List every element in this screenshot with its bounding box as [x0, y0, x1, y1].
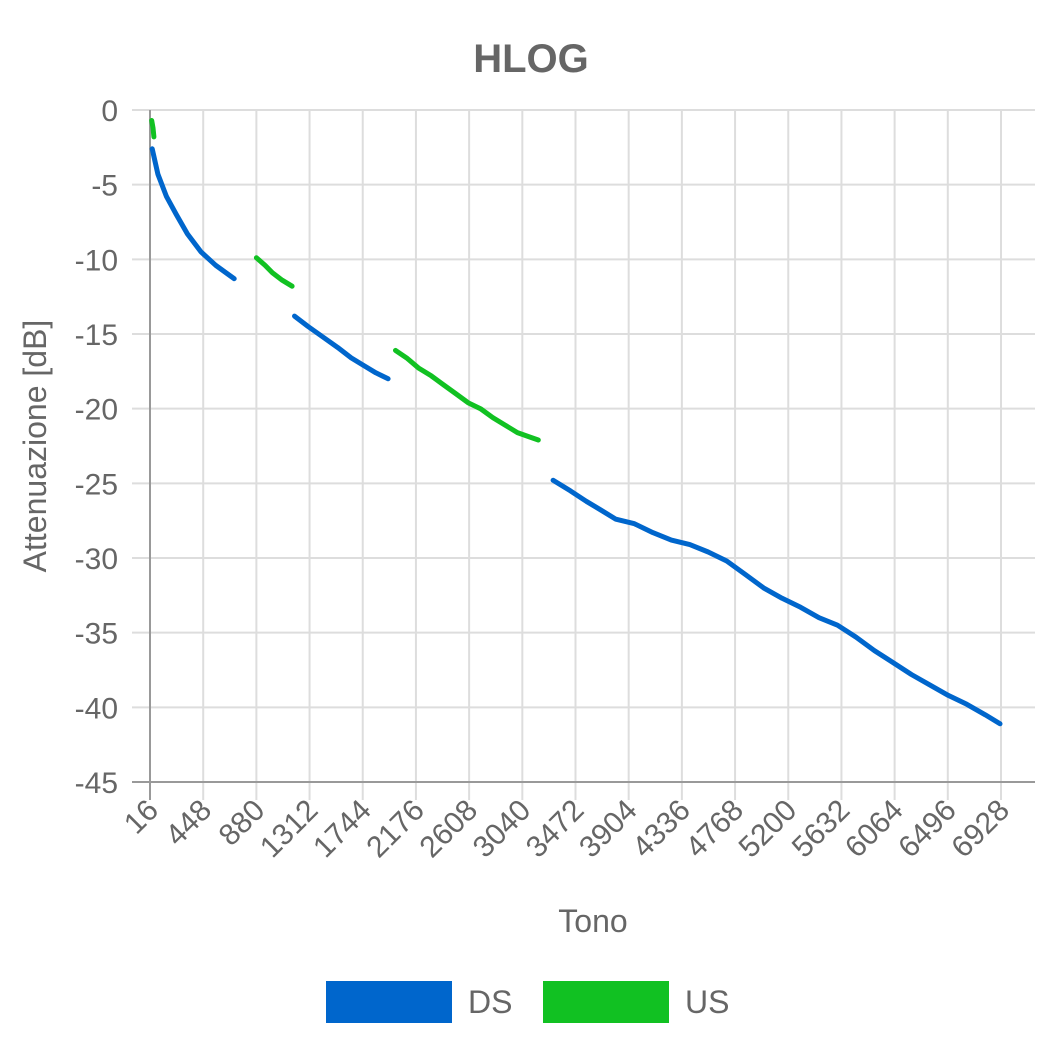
grid-lines — [132, 109, 1035, 800]
chart-title: HLOG — [473, 37, 589, 81]
x-tick-label: 2608 — [414, 794, 485, 865]
legend: DS US — [326, 981, 729, 1023]
series-lines — [149, 118, 1003, 727]
y-tick-label: -40 — [75, 692, 118, 725]
x-tick-label: 6496 — [892, 794, 963, 865]
x-tick-label: 4336 — [626, 794, 697, 865]
series-us — [149, 118, 541, 443]
series-ds-segment — [550, 477, 1003, 727]
series-us-segment — [253, 255, 295, 289]
axes — [132, 110, 1035, 800]
x-tick-label: 448 — [159, 794, 218, 853]
y-tick-label: -45 — [75, 767, 118, 800]
y-tick-label: -30 — [75, 543, 118, 576]
series-us-segment — [149, 118, 157, 140]
x-tick-label: 1744 — [307, 794, 378, 865]
series-ds — [149, 146, 1003, 727]
x-tick-label: 2176 — [360, 794, 431, 865]
x-tick-label: 3040 — [467, 794, 538, 865]
x-tick-label: 3904 — [573, 794, 644, 865]
legend-label-us: US — [685, 984, 729, 1020]
x-tick-label: 16 — [118, 794, 165, 841]
y-tick-label: -25 — [75, 468, 118, 501]
y-axis-title: Attenuazione [dB] — [17, 320, 53, 573]
x-tick-label: 4768 — [679, 794, 750, 865]
series-ds-segment — [292, 313, 391, 382]
y-tick-label: -5 — [91, 170, 118, 203]
y-tick-label: -35 — [75, 618, 118, 651]
y-tick-label: -15 — [75, 319, 118, 352]
legend-swatch-us — [543, 981, 669, 1023]
legend-label-ds: DS — [468, 984, 512, 1020]
x-axis-title: Tono — [558, 903, 627, 939]
x-tick-label: 6928 — [945, 794, 1016, 865]
x-tick-label: 3472 — [520, 794, 591, 865]
y-tick-label: -10 — [75, 244, 118, 277]
x-tick-label: 5200 — [733, 794, 804, 865]
y-tick-label: 0 — [101, 95, 118, 128]
y-tick-label: -20 — [75, 394, 118, 427]
series-us-segment — [393, 347, 541, 443]
x-axis-tick-labels: 1644888013121744217626083040347239044336… — [118, 794, 1016, 865]
legend-swatch-ds — [326, 981, 452, 1023]
y-axis-tick-labels: 0 -5 -10 -15 -20 -25 -30 -35 -40 -45 — [75, 95, 118, 800]
series-ds-segment — [149, 146, 237, 282]
x-tick-label: 1312 — [254, 794, 325, 865]
x-tick-label: 6064 — [839, 794, 910, 865]
x-tick-label: 5632 — [786, 794, 857, 865]
